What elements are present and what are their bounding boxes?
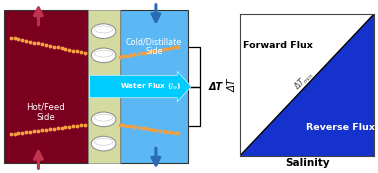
X-axis label: Salinity: Salinity bbox=[285, 158, 330, 169]
Text: Water Flux ($J_w$): Water Flux ($J_w$) bbox=[120, 81, 182, 92]
Ellipse shape bbox=[91, 48, 116, 63]
Ellipse shape bbox=[91, 79, 116, 94]
Bar bbox=[4, 10, 88, 163]
Ellipse shape bbox=[91, 136, 116, 151]
Text: $\Delta T_{min}$: $\Delta T_{min}$ bbox=[291, 69, 316, 93]
FancyArrow shape bbox=[90, 71, 191, 102]
Text: Hot/Feed
Side: Hot/Feed Side bbox=[26, 103, 65, 122]
Text: ΔT: ΔT bbox=[208, 81, 222, 92]
Text: Forward Flux: Forward Flux bbox=[243, 40, 313, 49]
Ellipse shape bbox=[91, 112, 116, 127]
Bar bbox=[119, 10, 188, 163]
Bar bbox=[88, 10, 119, 163]
Y-axis label: ΔT: ΔT bbox=[227, 78, 237, 92]
Polygon shape bbox=[240, 14, 374, 156]
Text: Cold/Distillate
Side: Cold/Distillate Side bbox=[125, 37, 182, 56]
Ellipse shape bbox=[91, 24, 116, 39]
Text: Reverse Flux: Reverse Flux bbox=[306, 123, 375, 132]
